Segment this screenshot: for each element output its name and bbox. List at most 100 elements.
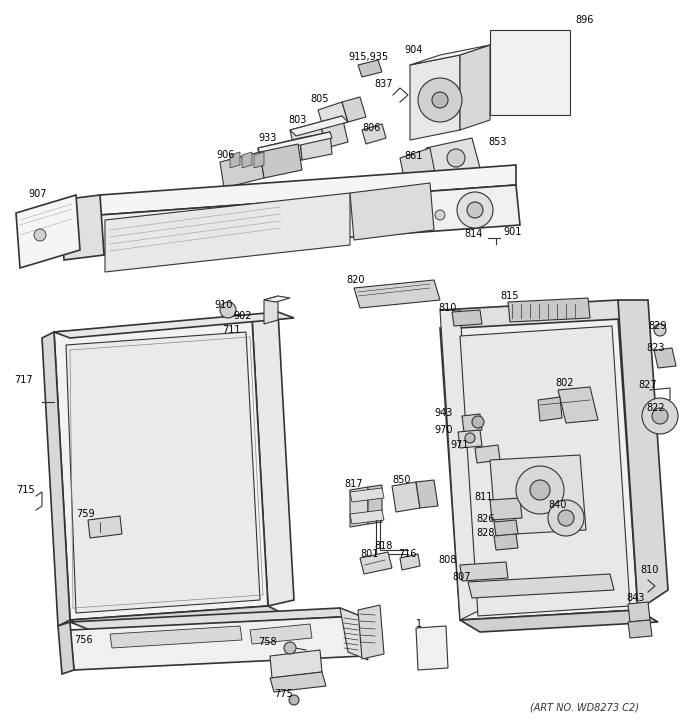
Polygon shape	[250, 624, 312, 644]
Text: 840: 840	[548, 500, 566, 510]
Polygon shape	[110, 626, 242, 648]
Polygon shape	[215, 314, 244, 336]
Polygon shape	[618, 300, 668, 610]
Text: 853: 853	[488, 137, 507, 147]
Polygon shape	[654, 348, 676, 368]
Polygon shape	[358, 60, 382, 77]
Text: 843: 843	[626, 593, 645, 603]
Polygon shape	[70, 616, 364, 670]
Text: 805: 805	[310, 94, 328, 104]
Text: 829: 829	[648, 321, 666, 331]
Text: 943: 943	[434, 408, 452, 418]
Polygon shape	[362, 124, 386, 144]
Circle shape	[530, 480, 550, 500]
Polygon shape	[350, 487, 368, 527]
Text: 810: 810	[438, 303, 456, 313]
Polygon shape	[494, 520, 518, 536]
Polygon shape	[400, 148, 436, 188]
Text: 814: 814	[464, 229, 482, 239]
Polygon shape	[475, 445, 500, 463]
Polygon shape	[105, 193, 350, 272]
Polygon shape	[88, 516, 122, 538]
Text: 801: 801	[360, 549, 378, 559]
Polygon shape	[100, 165, 516, 215]
Polygon shape	[462, 414, 482, 432]
Polygon shape	[558, 387, 598, 423]
Polygon shape	[16, 195, 80, 268]
Polygon shape	[360, 552, 392, 574]
Text: 896: 896	[575, 15, 594, 25]
Polygon shape	[452, 310, 482, 326]
Text: 818: 818	[374, 541, 392, 551]
Polygon shape	[468, 574, 614, 598]
Circle shape	[418, 78, 462, 122]
Polygon shape	[354, 280, 440, 308]
Text: 759: 759	[76, 509, 95, 519]
Polygon shape	[458, 430, 482, 448]
Text: 775: 775	[274, 689, 293, 699]
Circle shape	[558, 510, 574, 526]
Polygon shape	[70, 606, 280, 626]
Text: 711: 711	[222, 325, 241, 335]
Polygon shape	[318, 102, 348, 130]
Text: 803: 803	[288, 115, 307, 125]
Polygon shape	[320, 116, 348, 148]
Polygon shape	[392, 482, 420, 512]
Text: 756: 756	[74, 635, 92, 645]
Text: 971: 971	[450, 440, 469, 450]
Circle shape	[516, 466, 564, 514]
Polygon shape	[254, 152, 264, 168]
Text: 802: 802	[555, 378, 573, 388]
Text: 823: 823	[646, 343, 664, 353]
Polygon shape	[220, 152, 264, 188]
Circle shape	[432, 92, 448, 108]
Polygon shape	[460, 562, 508, 581]
Text: 827: 827	[638, 380, 657, 390]
Polygon shape	[54, 312, 294, 338]
Circle shape	[654, 324, 666, 336]
Polygon shape	[494, 534, 518, 550]
Text: 822: 822	[646, 403, 664, 413]
Polygon shape	[460, 45, 490, 130]
Polygon shape	[290, 116, 348, 136]
Circle shape	[548, 500, 584, 536]
Circle shape	[447, 149, 465, 167]
Circle shape	[435, 210, 445, 220]
Polygon shape	[342, 97, 366, 122]
Polygon shape	[270, 672, 326, 692]
Polygon shape	[350, 488, 384, 502]
Text: 901: 901	[503, 227, 522, 237]
Polygon shape	[300, 132, 332, 160]
Text: 902: 902	[233, 311, 252, 321]
Polygon shape	[400, 554, 420, 570]
Text: 715: 715	[16, 485, 35, 495]
Polygon shape	[252, 312, 294, 606]
Text: 915,935: 915,935	[348, 52, 388, 62]
Text: 828: 828	[476, 528, 494, 538]
Polygon shape	[290, 122, 326, 156]
Polygon shape	[538, 397, 562, 421]
Polygon shape	[358, 605, 384, 659]
Polygon shape	[230, 152, 240, 168]
Text: 826: 826	[476, 514, 494, 524]
Polygon shape	[270, 650, 322, 678]
Polygon shape	[258, 138, 302, 170]
Text: 807: 807	[452, 572, 471, 582]
Polygon shape	[100, 185, 520, 255]
Text: 820: 820	[346, 275, 364, 285]
Polygon shape	[460, 610, 658, 632]
Text: 910: 910	[214, 300, 233, 310]
Text: 817: 817	[344, 479, 362, 489]
Text: 850: 850	[392, 475, 411, 485]
Circle shape	[465, 433, 475, 443]
Circle shape	[472, 416, 484, 428]
Polygon shape	[490, 498, 522, 520]
Polygon shape	[60, 195, 104, 260]
Circle shape	[652, 408, 668, 424]
Polygon shape	[350, 183, 434, 240]
Polygon shape	[340, 608, 368, 660]
Text: 811: 811	[474, 492, 492, 502]
Circle shape	[289, 695, 299, 705]
Circle shape	[220, 302, 236, 318]
Text: 861: 861	[404, 151, 422, 161]
